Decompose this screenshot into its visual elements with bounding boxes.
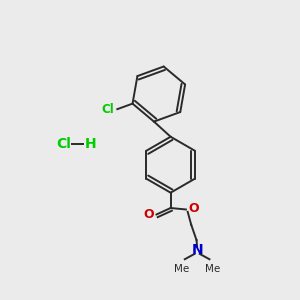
Text: Cl: Cl	[56, 137, 71, 151]
Text: O: O	[143, 208, 154, 221]
Text: O: O	[189, 202, 200, 214]
Text: N: N	[191, 243, 203, 257]
Text: Me: Me	[174, 264, 189, 274]
Text: Cl: Cl	[101, 103, 114, 116]
Text: H: H	[85, 137, 97, 151]
Text: Me: Me	[205, 264, 220, 274]
